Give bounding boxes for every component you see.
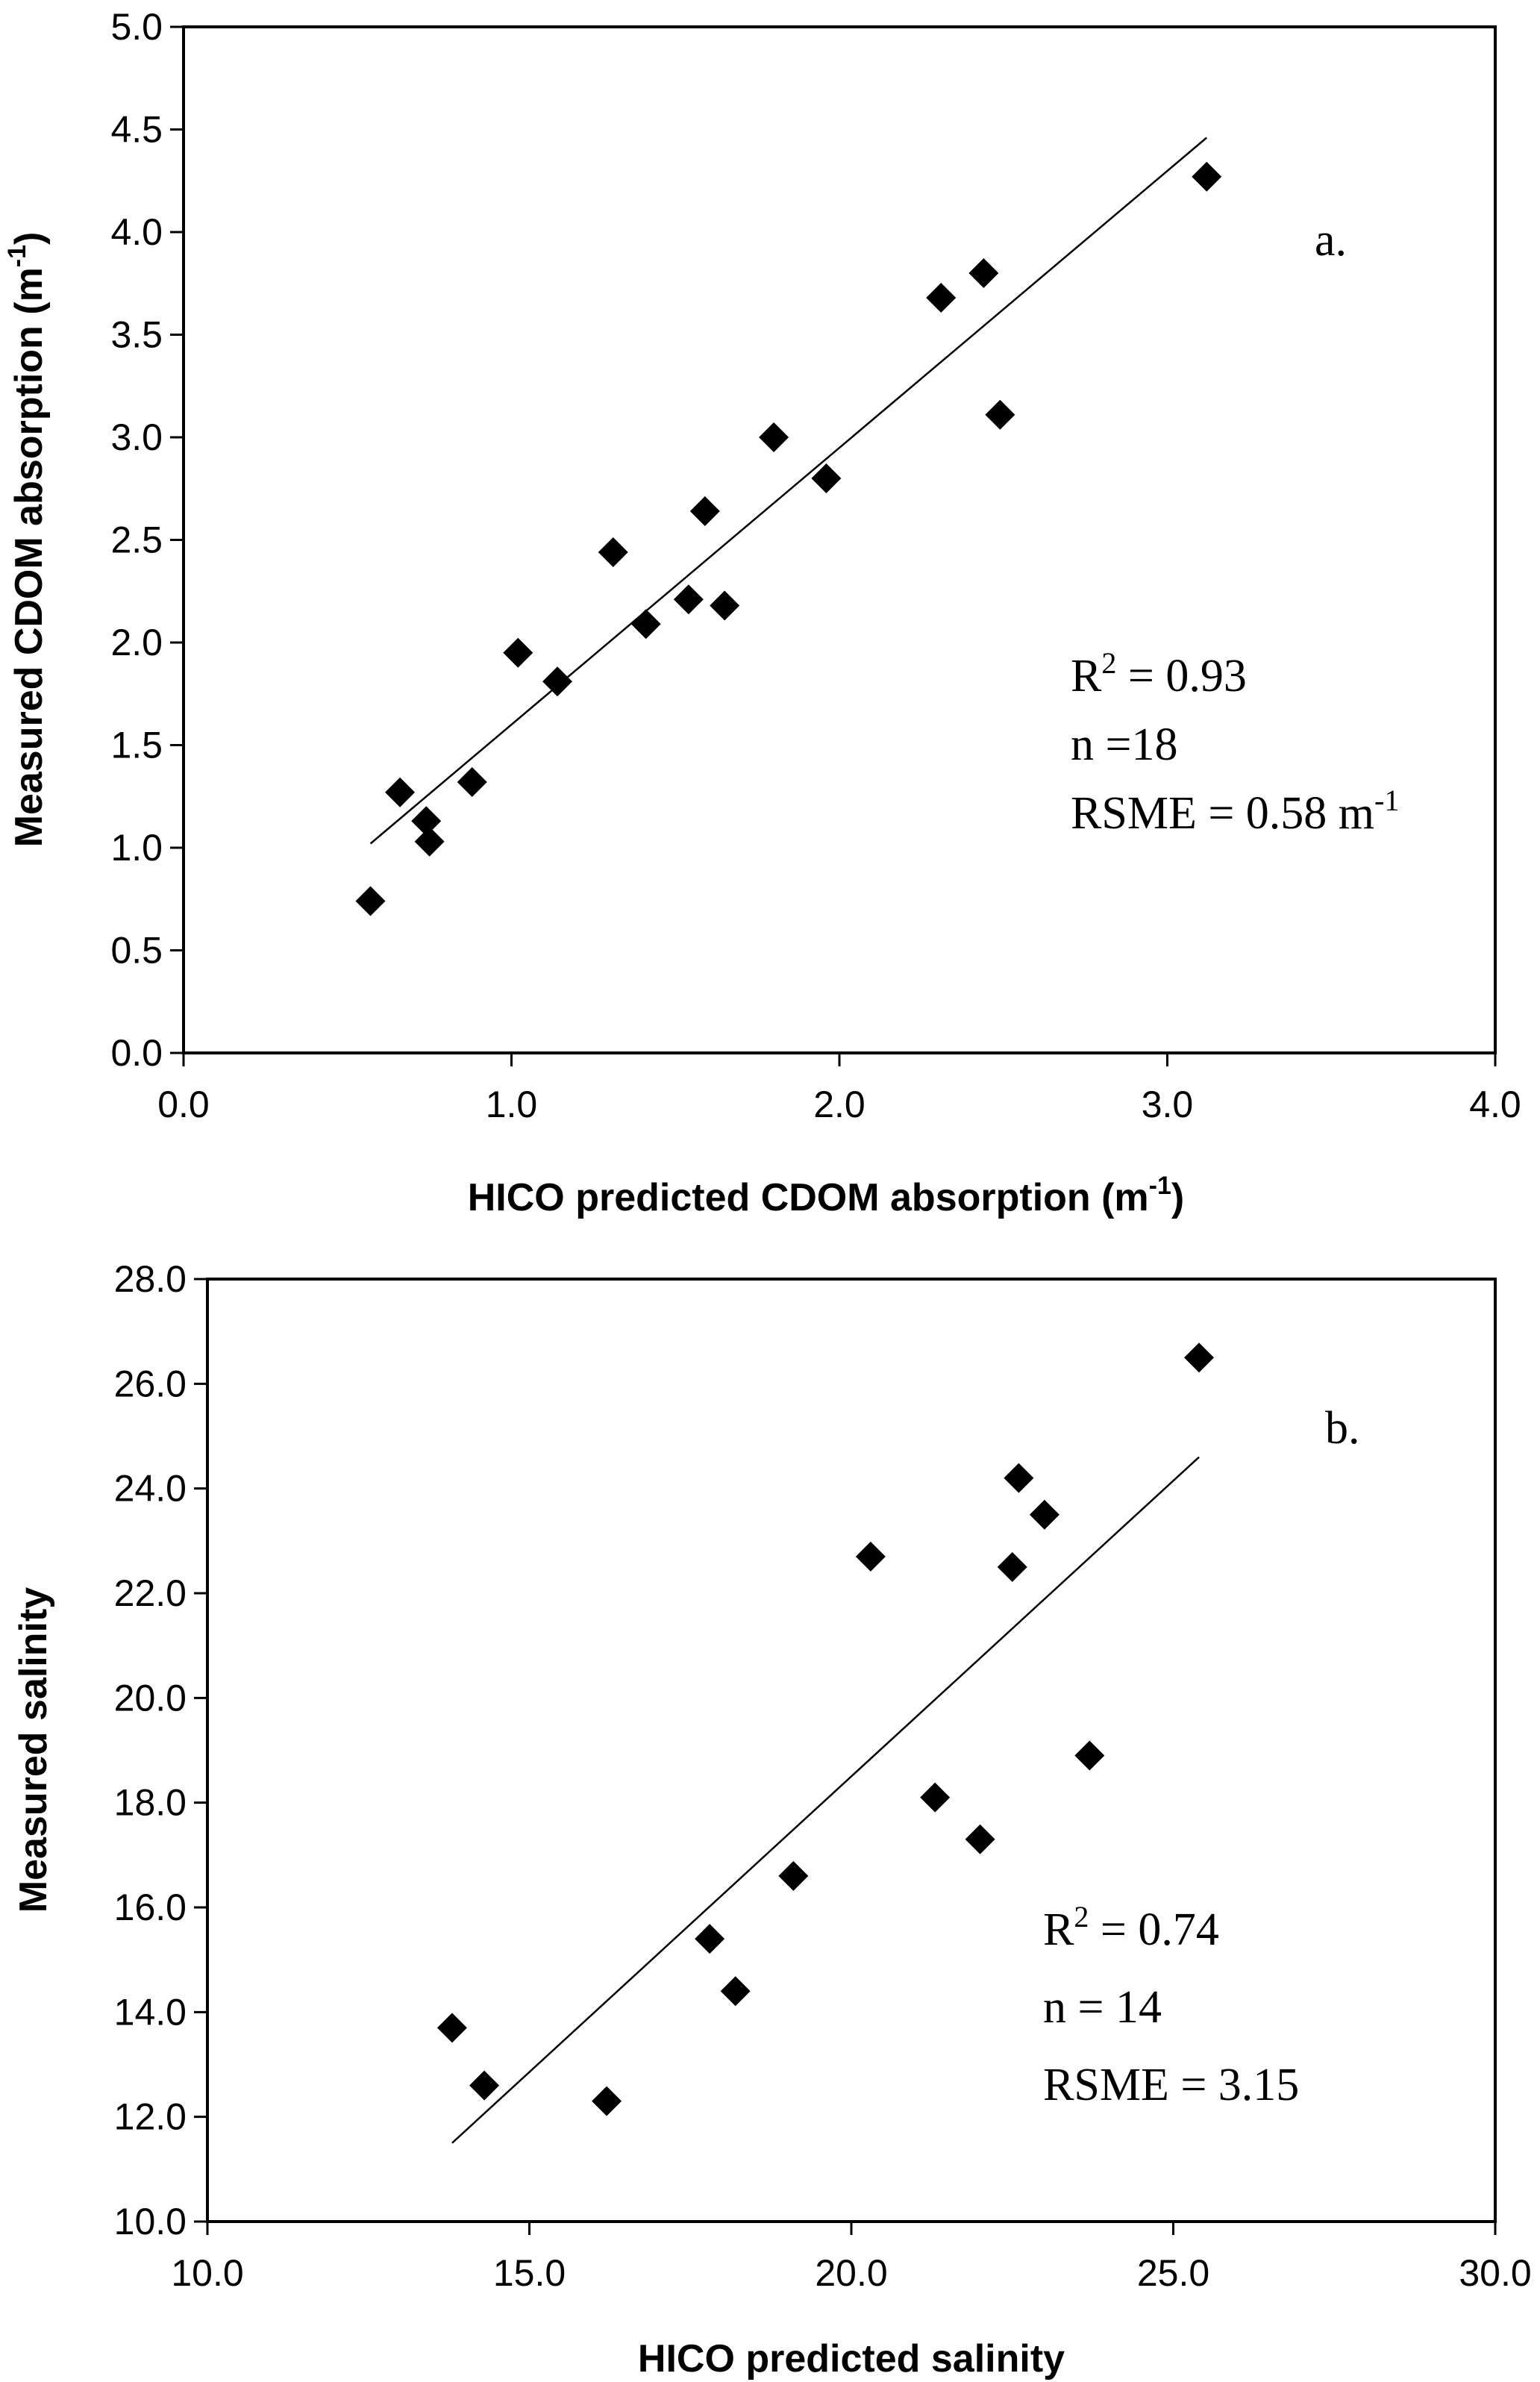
rsme-b: RSME = 3.15 (1043, 2060, 1299, 2110)
y-tick-label: 22.0 (114, 1572, 187, 1614)
data-point (503, 637, 533, 668)
y-tick-label: 0.5 (110, 930, 163, 972)
data-point (385, 777, 416, 807)
data-point (778, 1860, 809, 1891)
data-point (811, 463, 842, 493)
y-axis-title-b: Measured salinity (12, 1587, 55, 1913)
y-tick-label: 1.5 (110, 725, 163, 766)
data-point (689, 496, 720, 526)
data-point (1192, 161, 1222, 192)
n-b: n = 14 (1043, 1982, 1162, 2033)
panel-b: 10.0 12.0 14.0 16.0 18.0 20.0 22.0 24.0 26.0 28.0… (12, 1258, 1532, 2381)
data-point (710, 590, 740, 621)
data-point (630, 609, 661, 640)
data-point (598, 537, 628, 567)
data-point (457, 767, 487, 797)
data-point (855, 1541, 886, 1572)
x-tick-label: 3.0 (1142, 1084, 1194, 1125)
data-point (985, 399, 1015, 430)
y-tick-label: 2.0 (110, 622, 163, 663)
data-point (965, 1824, 995, 1854)
data-point (759, 422, 789, 452)
data-point (1004, 1463, 1034, 1493)
data-point (436, 2013, 467, 2043)
y-tick-label: 5.0 (110, 6, 163, 48)
x-tick-label: 25.0 (1137, 2252, 1209, 2294)
data-point (720, 1976, 751, 2007)
y-tick-label: 18.0 (114, 1782, 187, 1824)
y-tick-label: 24.0 (114, 1468, 187, 1510)
x-ticks-b: 10.0 15.0 20.0 25.0 30.0 (171, 2222, 1532, 2294)
y-tick-label: 2.5 (110, 519, 163, 561)
x-tick-label: 1.0 (486, 1084, 538, 1125)
x-tick-label: 15.0 (493, 2252, 566, 2294)
n-a: n =18 (1071, 719, 1177, 770)
panel-label-b: b. (1325, 1403, 1360, 1454)
x-tick-label: 2.0 (813, 1084, 866, 1125)
x-tick-label: 10.0 (171, 2252, 243, 2294)
y-tick-label: 10.0 (114, 2201, 187, 2242)
y-tick-label: 26.0 (114, 1363, 187, 1404)
y-tick-label: 20.0 (114, 1677, 187, 1719)
data-point (1074, 1740, 1105, 1771)
y-tick-label: 4.0 (110, 211, 163, 253)
data-point (542, 666, 573, 697)
data-point (968, 258, 999, 288)
y-axis-title-a: Measured CDOM absorption (m-1) (3, 232, 51, 848)
y-tick-label: 1.0 (110, 827, 163, 869)
data-point (926, 283, 957, 313)
y-ticks-b: 10.0 12.0 14.0 16.0 18.0 20.0 22.0 24.0 26.0 28.0 (114, 1258, 207, 2242)
data-point (469, 2070, 500, 2101)
data-point (355, 886, 386, 916)
y-tick-label: 12.0 (114, 2096, 187, 2138)
y-tick-label: 3.5 (110, 314, 163, 356)
y-tick-label: 16.0 (114, 1886, 187, 1928)
data-point (1184, 1342, 1215, 1373)
r2-a: R2 = 0.93 (1071, 646, 1247, 701)
trendline-a (369, 137, 1208, 845)
points-a (355, 161, 1222, 916)
y-tick-label: 0.0 (110, 1032, 163, 1074)
data-point (695, 1924, 725, 1954)
y-ticks-a: 0.0 0.5 1.0 1.5 2.0 2.5 3.0 3.5 4.0 4.5 5.0 (110, 6, 184, 1074)
panel-a: 0.0 0.5 1.0 1.5 2.0 2.5 3.0 3.5 4.0 4.5 5.0 0.0 1.0… (3, 6, 1521, 1219)
x-tick-label: 30.0 (1459, 2252, 1531, 2294)
y-tick-label: 3.0 (110, 416, 163, 458)
y-tick-label: 4.5 (110, 109, 163, 151)
points-b (436, 1342, 1215, 2116)
data-point (592, 2086, 622, 2116)
trendline-b (451, 1456, 1200, 2144)
y-tick-label: 28.0 (114, 1258, 187, 1300)
x-tick-label: 20.0 (815, 2252, 887, 2294)
data-point (1029, 1499, 1059, 1530)
data-point (997, 1551, 1027, 1582)
data-point (920, 1782, 951, 1813)
data-point (411, 806, 442, 837)
x-axis-title-b: HICO predicted salinity (638, 2337, 1065, 2381)
x-ticks-a: 0.0 1.0 2.0 3.0 4.0 (157, 1053, 1521, 1125)
plot-area-b (206, 1278, 1497, 2223)
x-tick-label: 4.0 (1469, 1084, 1521, 1125)
y-tick-label: 14.0 (114, 1991, 187, 2033)
rsme-a: RSME = 0.58 m-1 (1071, 784, 1399, 839)
x-axis-title-a: HICO predicted CDOM absorption (m-1) (468, 1172, 1184, 1219)
r2-b: R2 = 0.74 (1043, 1900, 1219, 1955)
data-point (414, 826, 445, 857)
panel-label-a: a. (1315, 215, 1347, 266)
x-tick-label: 0.0 (157, 1084, 210, 1125)
data-point (673, 584, 704, 615)
